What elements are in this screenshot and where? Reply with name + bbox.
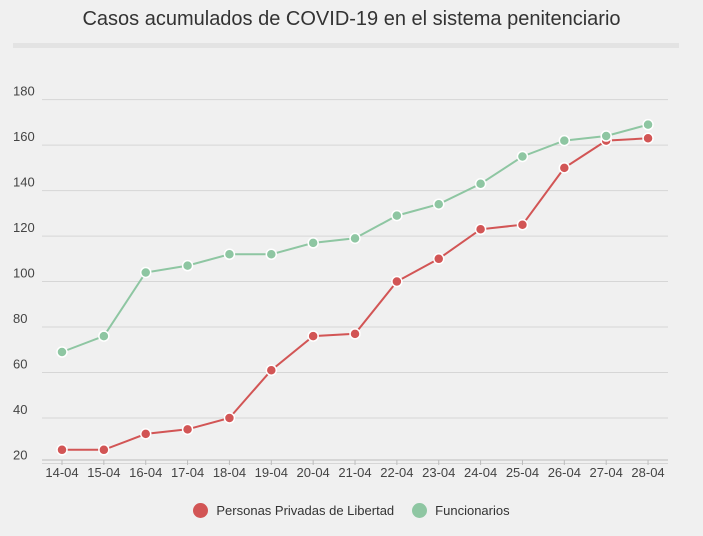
y-tick-label: 100: [13, 266, 35, 281]
data-point-0-10: [474, 223, 487, 235]
data-point-0-5: [265, 364, 278, 376]
data-point-0-2: [139, 428, 152, 440]
x-tick-label: 22-04: [380, 465, 413, 480]
x-tick-label: 27-04: [590, 465, 623, 480]
legend-marker-ppl: [193, 503, 209, 518]
data-point-1-8: [391, 209, 403, 222]
data-point-0-4: [223, 412, 236, 424]
x-tick-label: 23-04: [422, 465, 455, 480]
data-point-0-3: [181, 423, 194, 436]
x-tick-label: 19-04: [255, 465, 288, 480]
legend-label-ppl: Personas Privadas de Libertad: [216, 503, 395, 518]
legend-label-funcionarios: Funcionarios: [435, 503, 510, 518]
data-point-0-1: [98, 444, 110, 456]
y-tick-label: 180: [13, 84, 35, 99]
x-tick-label: 18-04: [213, 465, 246, 480]
legend-item-funcionarios[interactable]: Funcionarios: [412, 503, 510, 518]
data-point-1-6: [307, 237, 319, 249]
data-point-1-14: [642, 118, 654, 131]
data-point-0-8: [391, 275, 403, 288]
legend: Personas Privadas de Libertad Funcionari…: [0, 503, 703, 518]
data-point-0-6: [307, 330, 319, 342]
x-tick-label: 26-04: [548, 465, 581, 480]
y-tick-label: 80: [13, 311, 27, 326]
y-tick-label: 60: [13, 357, 27, 372]
x-tick-label: 28-04: [631, 465, 664, 480]
data-point-1-3: [181, 259, 194, 272]
data-point-1-1: [98, 330, 110, 342]
data-point-0-12: [558, 162, 571, 174]
data-point-0-9: [432, 253, 445, 265]
y-axis-ticks: 20 40 60 80 100 120 140 160 180: [13, 84, 35, 463]
x-tick-label: 20-04: [297, 465, 330, 480]
data-point-1-0: [56, 346, 68, 358]
data-point-1-4: [223, 248, 236, 261]
x-tick-label: 15-04: [87, 465, 120, 480]
data-point-0-7: [349, 328, 361, 340]
x-tick-label: 17-04: [171, 465, 204, 480]
data-point-1-9: [432, 198, 445, 210]
series-points: [56, 118, 654, 456]
data-point-1-12: [558, 134, 571, 147]
title-divider: [13, 43, 679, 48]
data-point-1-2: [139, 266, 152, 279]
x-tick-label: 16-04: [129, 465, 162, 480]
x-tick-label: 21-04: [338, 465, 371, 480]
y-tick-label: 20: [13, 447, 27, 462]
data-point-1-11: [516, 150, 529, 163]
data-point-0-11: [516, 218, 529, 231]
data-point-0-14: [642, 132, 654, 145]
grid-lines: [42, 99, 668, 464]
data-point-0-0: [56, 444, 68, 456]
y-tick-label: 120: [13, 220, 35, 235]
data-point-1-5: [265, 248, 278, 261]
y-tick-label: 140: [13, 175, 35, 190]
data-point-1-10: [474, 178, 487, 190]
x-tick-label: 24-04: [464, 465, 497, 480]
x-tick-label: 25-04: [506, 465, 539, 480]
y-tick-label: 160: [13, 129, 35, 144]
series-line-0: [62, 137, 649, 451]
series-lines: [61, 123, 649, 451]
chart-title: Casos acumulados de COVID-19 en el siste…: [82, 8, 621, 30]
y-tick-label: 40: [13, 402, 27, 417]
data-point-1-7: [349, 232, 361, 245]
x-axis-ticks: 14-04 15-04 16-04 17-04 18-04 19-04 20-04 21-04…: [45, 460, 665, 480]
x-tick-label: 14-04: [45, 465, 78, 480]
legend-item-ppl[interactable]: Personas Privadas de Libertad: [193, 503, 394, 518]
legend-marker-funcionarios: [412, 503, 428, 518]
data-point-1-13: [600, 130, 612, 142]
